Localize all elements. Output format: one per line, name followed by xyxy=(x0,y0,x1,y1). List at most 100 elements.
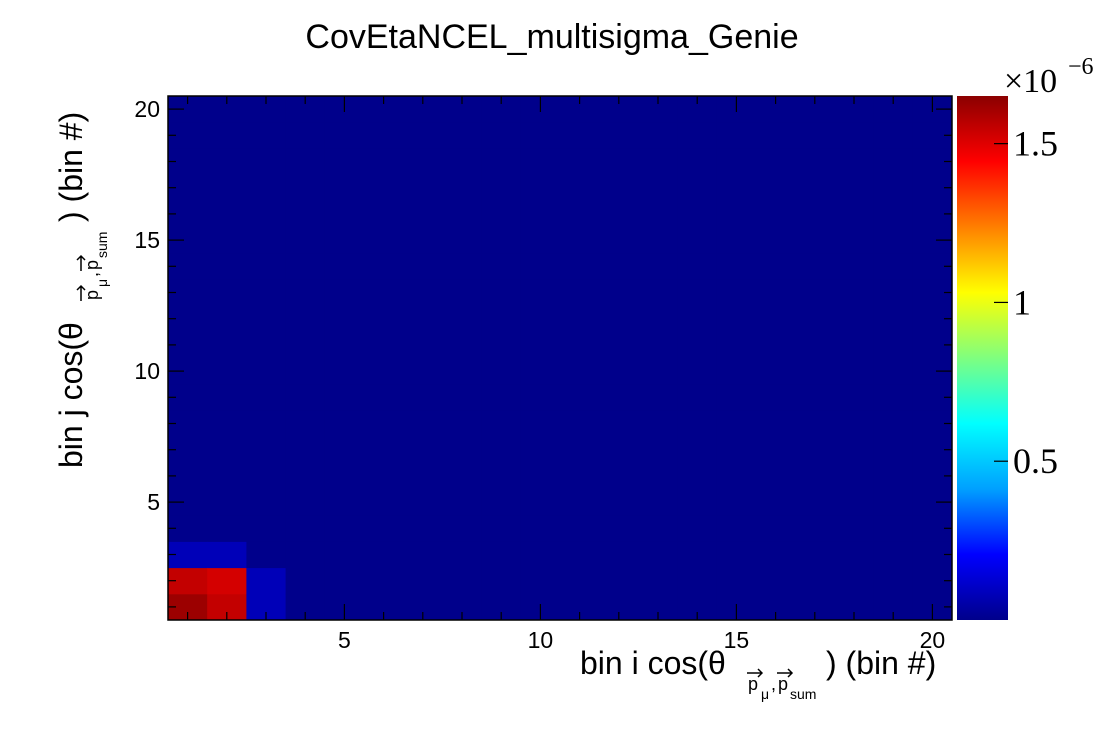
y-tick-label: 15 xyxy=(134,227,160,253)
heatmap-cell xyxy=(716,462,757,490)
heatmap-cell xyxy=(599,331,639,359)
heatmap-cell xyxy=(285,148,326,176)
heatmap-cell xyxy=(795,227,835,254)
heatmap-cell xyxy=(403,174,443,202)
y-tick-label: 20 xyxy=(134,96,160,122)
x-tick-label: 10 xyxy=(528,627,554,653)
heatmap-cell xyxy=(285,174,326,202)
colorbar-ticks: 0.5 1 1.5 xyxy=(994,124,1058,481)
heatmap-cell xyxy=(677,436,718,464)
heatmap-cell xyxy=(207,279,247,307)
heatmap-cell xyxy=(795,279,835,307)
heatmap-cell xyxy=(364,331,404,359)
heatmap-cell xyxy=(834,200,875,228)
heatmap-cell xyxy=(716,436,757,464)
heatmap-cell xyxy=(834,462,875,490)
heatmap-cell xyxy=(677,279,718,307)
heatmap-cell xyxy=(442,489,483,516)
heatmap-cell xyxy=(324,384,365,411)
heatmap-cell xyxy=(599,515,639,542)
heatmap-cell xyxy=(481,148,522,176)
heatmap-cell xyxy=(873,541,914,569)
heatmap-cell xyxy=(873,358,914,385)
y-axis-label-prefix: bin j cos(θ xyxy=(53,322,89,468)
heatmap-cell xyxy=(599,358,639,385)
heatmap-cell xyxy=(716,358,757,385)
heatmap-cell xyxy=(364,541,404,569)
heatmap-cell xyxy=(795,410,835,438)
heatmap-cell xyxy=(677,384,718,411)
heatmap-cell xyxy=(834,436,875,464)
heatmap-cell xyxy=(481,305,522,333)
heatmap-cell xyxy=(207,567,247,595)
heatmap-cell xyxy=(403,515,443,542)
heatmap-cell xyxy=(599,436,639,464)
y-sub-sep: , xyxy=(82,272,102,277)
heatmap-cell xyxy=(638,200,679,228)
heatmap-cell xyxy=(520,227,561,254)
heatmap-cell xyxy=(873,200,914,228)
heatmap-cell xyxy=(599,541,639,569)
heatmap-cell xyxy=(716,567,757,595)
heatmap-cell xyxy=(324,279,365,307)
heatmap-cell xyxy=(834,358,875,385)
heatmap-cell xyxy=(207,227,247,254)
heatmap-cell xyxy=(638,358,679,385)
heatmap-cell xyxy=(756,279,796,307)
heatmap-cell xyxy=(442,200,483,228)
heatmap-cell xyxy=(442,515,483,542)
heatmap-cell xyxy=(520,279,561,307)
heatmap-cell xyxy=(403,541,443,569)
heatmap-cell xyxy=(207,436,247,464)
heatmap-cell xyxy=(285,200,326,228)
heatmap-cell xyxy=(834,489,875,516)
heatmap-cell xyxy=(364,227,404,254)
heatmap-cell xyxy=(873,279,914,307)
heatmap-cell xyxy=(795,384,835,411)
heatmap-cell xyxy=(716,200,757,228)
heatmap-cell xyxy=(599,122,639,149)
colorbar-exponent-base: ×10 xyxy=(1004,63,1057,100)
heatmap-cell xyxy=(756,331,796,359)
heatmap-cell xyxy=(207,462,247,490)
heatmap-cell xyxy=(795,567,835,595)
heatmap-cell xyxy=(638,410,679,438)
heatmap-cell xyxy=(873,410,914,438)
heatmap-cell xyxy=(364,305,404,333)
heatmap-cell xyxy=(599,567,639,595)
heatmap-cell xyxy=(873,515,914,542)
heatmap-cell xyxy=(403,148,443,176)
heatmap-cell xyxy=(599,200,639,228)
heatmap-cell xyxy=(285,253,326,280)
heatmap-cell xyxy=(246,122,287,149)
x-tick-labels: 5 10 15 20 xyxy=(338,627,945,653)
heatmap-cell xyxy=(756,305,796,333)
heatmap-cell xyxy=(834,253,875,280)
heatmap-cell xyxy=(677,541,718,569)
heatmap-cell xyxy=(481,410,522,438)
heatmap-cell xyxy=(756,436,796,464)
heatmap-cell xyxy=(638,148,679,176)
x-sub-p1: p xyxy=(748,674,758,694)
heatmap-cell xyxy=(560,305,600,333)
heatmap-cell xyxy=(403,227,443,254)
heatmap-cell xyxy=(560,384,600,411)
heatmap-cell xyxy=(403,567,443,595)
heatmap-cell xyxy=(481,541,522,569)
x-axis-label-suffix: ) (bin #) xyxy=(826,645,936,681)
heatmap-cell xyxy=(520,358,561,385)
heatmap-cell xyxy=(677,489,718,516)
heatmap-cell xyxy=(795,122,835,149)
heatmap-cell xyxy=(403,122,443,149)
heatmap-cell xyxy=(716,174,757,202)
heatmap-cell xyxy=(364,436,404,464)
x-tick-label: 20 xyxy=(920,627,946,653)
heatmap-cell xyxy=(403,279,443,307)
heatmap-cell xyxy=(364,253,404,280)
plot-frame xyxy=(167,95,953,621)
x-sub-sum: sum xyxy=(790,686,816,702)
heatmap-cell xyxy=(246,462,287,490)
heatmap-cell xyxy=(834,148,875,176)
heatmap-cell xyxy=(207,305,247,333)
heatmap-cell xyxy=(677,567,718,595)
